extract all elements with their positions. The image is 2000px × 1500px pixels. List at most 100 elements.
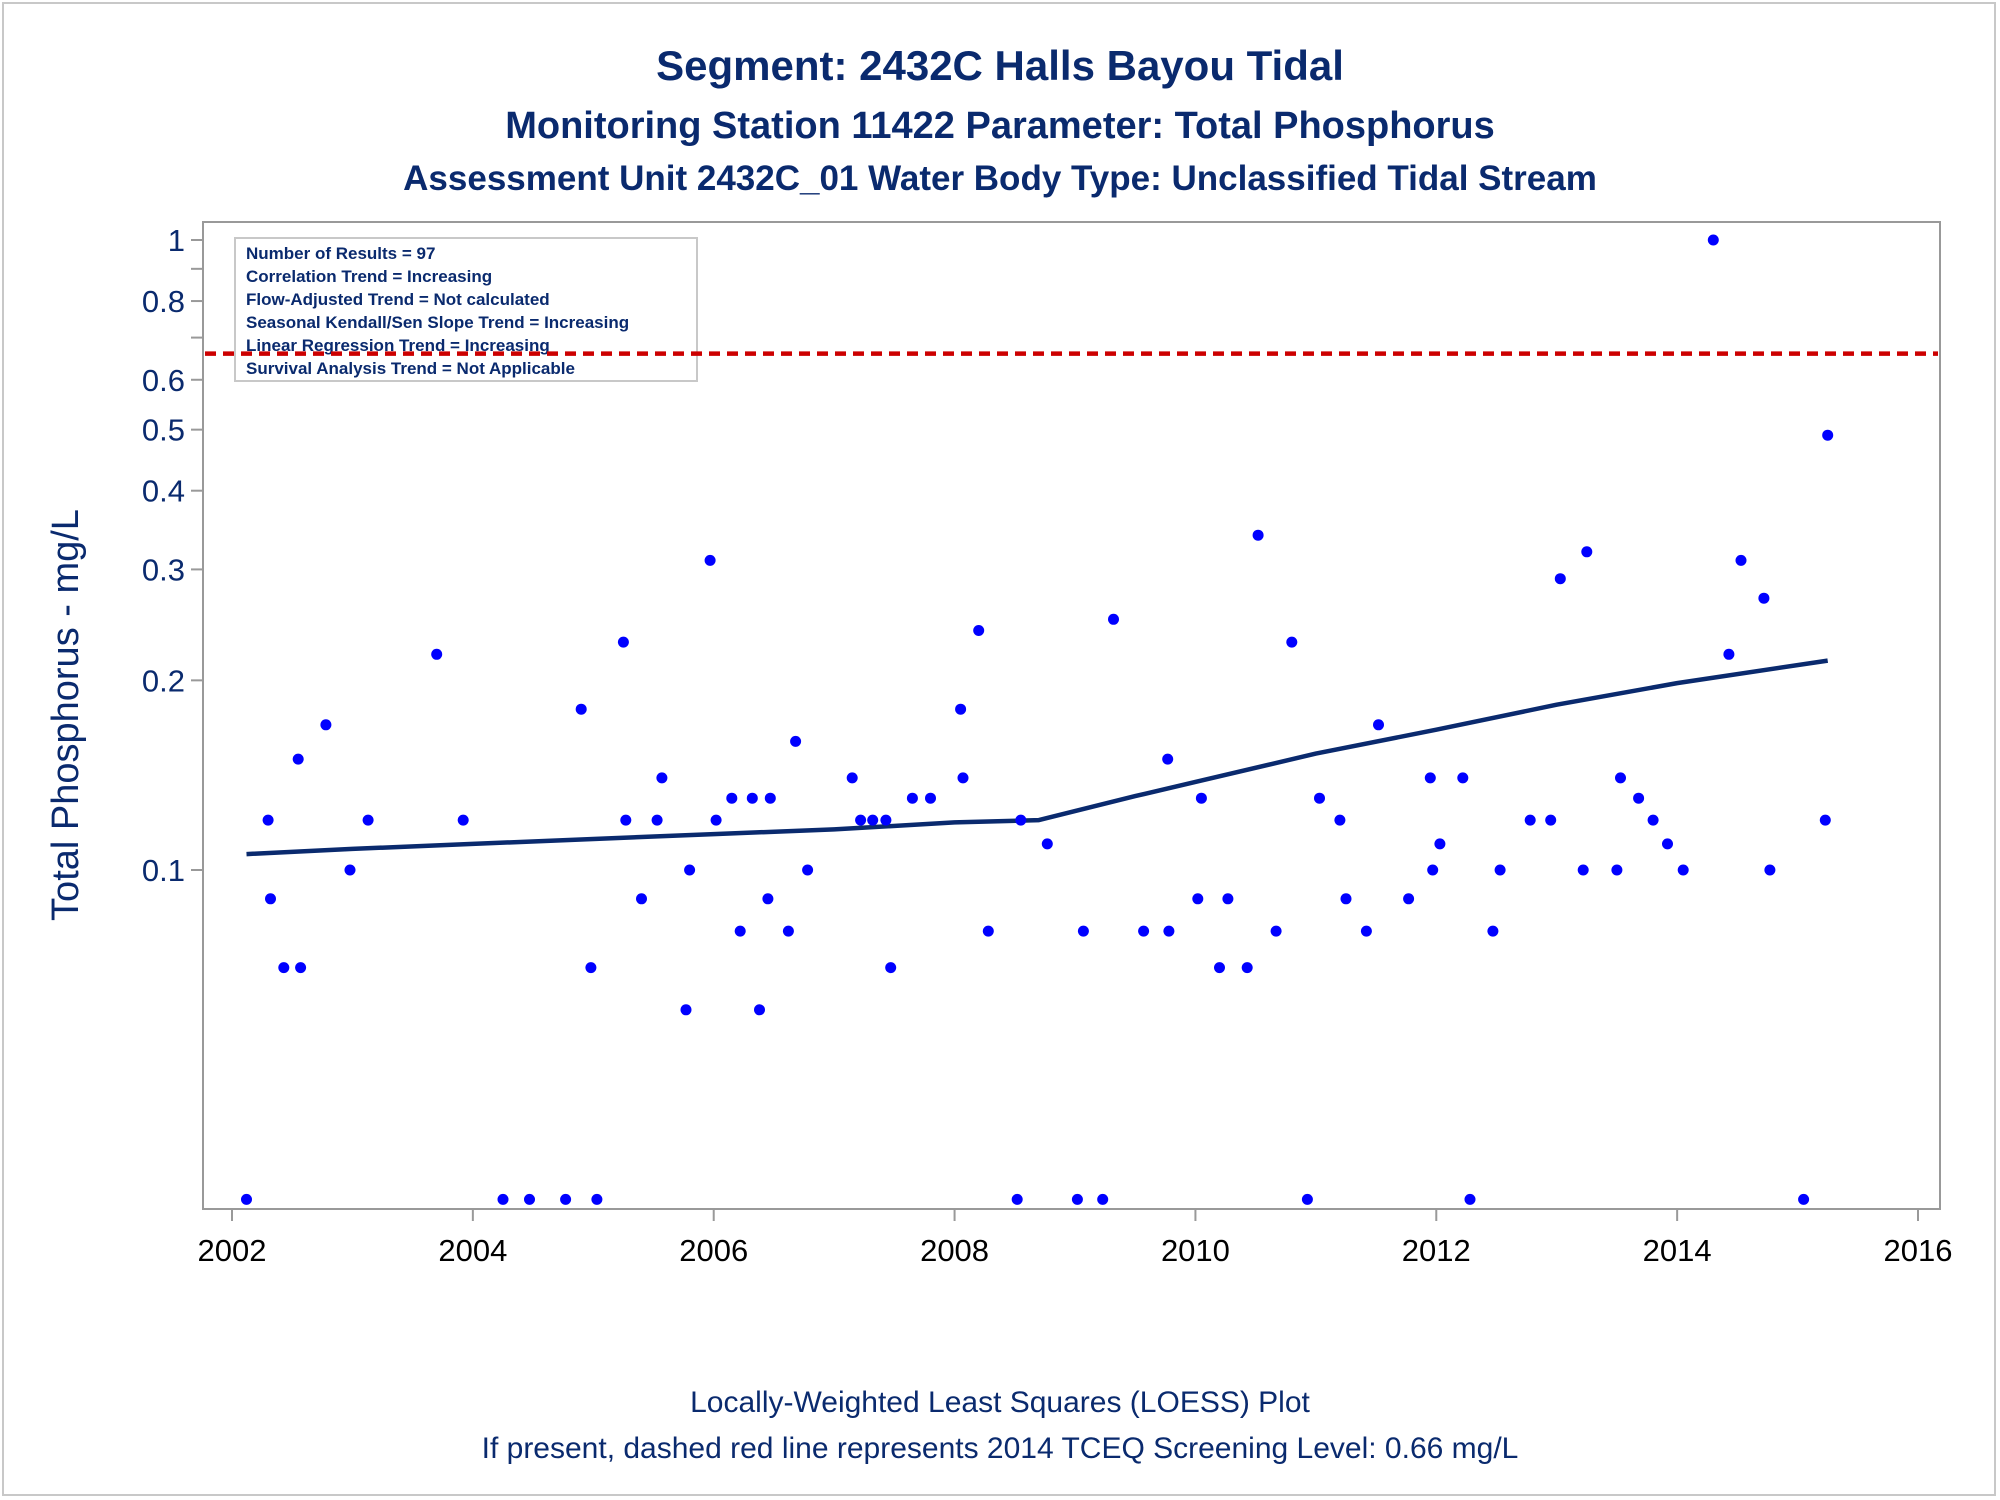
stats-flow-adjusted-trend: Flow-Adjusted Trend = Not calculated bbox=[246, 290, 550, 309]
y-tick-label: 0.4 bbox=[142, 474, 185, 509]
data-point bbox=[1764, 864, 1776, 876]
data-point bbox=[651, 814, 663, 826]
x-tick-label: 2014 bbox=[1643, 1233, 1712, 1268]
data-point bbox=[560, 1193, 572, 1205]
y-tick-label: 0.3 bbox=[142, 552, 185, 587]
data-point bbox=[591, 1193, 603, 1205]
data-point bbox=[746, 792, 758, 804]
data-point bbox=[1723, 648, 1735, 660]
data-point bbox=[1195, 792, 1207, 804]
data-point bbox=[1581, 546, 1593, 558]
data-point bbox=[278, 962, 290, 974]
data-point bbox=[802, 864, 814, 876]
data-point bbox=[1108, 613, 1119, 625]
data-point bbox=[973, 625, 985, 636]
data-point bbox=[710, 814, 722, 826]
data-point bbox=[1577, 864, 1589, 876]
loess-curve bbox=[246, 658, 1829, 857]
data-point bbox=[764, 792, 776, 804]
data-point bbox=[906, 792, 918, 804]
data-point bbox=[1677, 864, 1689, 876]
data-point bbox=[1011, 1193, 1023, 1205]
data-point bbox=[880, 814, 892, 826]
chart-title: Segment: 2432C Halls Bayou Tidal bbox=[656, 42, 1344, 89]
data-point bbox=[1314, 792, 1325, 804]
data-point bbox=[617, 636, 629, 648]
x-tick-label: 2002 bbox=[198, 1233, 267, 1268]
data-point bbox=[1427, 864, 1439, 876]
data-point bbox=[1373, 719, 1384, 731]
data-point bbox=[1633, 792, 1645, 804]
data-point bbox=[1735, 554, 1747, 566]
x-tick-label: 2010 bbox=[1161, 1233, 1230, 1268]
footnote-screening-level: If present, dashed red line represents 2… bbox=[482, 1432, 1519, 1465]
data-point bbox=[867, 814, 879, 826]
data-point bbox=[1286, 636, 1298, 648]
data-point bbox=[1077, 925, 1089, 937]
data-point bbox=[1647, 814, 1659, 826]
data-point bbox=[955, 703, 967, 715]
loess-curve-path bbox=[246, 658, 1829, 857]
data-point bbox=[754, 1004, 765, 1016]
data-point bbox=[1707, 234, 1719, 246]
x-tick-label: 2006 bbox=[679, 1233, 748, 1268]
x-tick-label: 2016 bbox=[1884, 1233, 1953, 1268]
y-tick-label: 0.5 bbox=[142, 413, 185, 448]
data-point bbox=[1015, 814, 1027, 826]
data-point bbox=[1545, 814, 1557, 826]
data-point bbox=[1822, 429, 1834, 441]
data-point bbox=[1554, 573, 1566, 585]
data-point bbox=[982, 925, 994, 937]
data-point bbox=[1162, 753, 1174, 765]
data-point bbox=[262, 814, 274, 826]
stats-linear-regression-trend: Linear Regression Trend = Increasing bbox=[246, 336, 550, 355]
stats-correlation-trend: Correlation Trend = Increasing bbox=[246, 267, 492, 286]
data-point bbox=[1252, 529, 1264, 541]
data-point bbox=[295, 962, 307, 974]
data-point bbox=[497, 1193, 509, 1205]
y-tick-label: 0.8 bbox=[142, 284, 185, 319]
data-point bbox=[1758, 592, 1770, 604]
data-point bbox=[1662, 838, 1673, 850]
data-point bbox=[620, 814, 632, 826]
data-point bbox=[762, 893, 774, 905]
chart-subtitle-2: Assessment Unit 2432C_01 Water Body Type… bbox=[403, 159, 1597, 198]
x-tick-label: 2004 bbox=[438, 1233, 507, 1268]
data-point bbox=[782, 925, 794, 937]
data-point bbox=[1360, 925, 1372, 937]
data-point bbox=[1214, 962, 1225, 974]
x-tick-label: 2012 bbox=[1402, 1233, 1471, 1268]
data-point bbox=[265, 893, 276, 905]
data-point bbox=[656, 772, 668, 784]
data-point bbox=[1457, 772, 1469, 784]
data-point bbox=[431, 648, 443, 660]
stats-box: Number of Results = 97 Correlation Trend… bbox=[234, 237, 698, 382]
data-point bbox=[1222, 893, 1234, 905]
data-point bbox=[1487, 925, 1499, 937]
data-point bbox=[320, 719, 332, 731]
data-point bbox=[790, 735, 802, 747]
stats-survival-analysis-trend: Survival Analysis Trend = Not Applicable bbox=[246, 359, 575, 378]
y-tick-label: 0.6 bbox=[142, 363, 185, 398]
data-point bbox=[1270, 925, 1282, 937]
data-point bbox=[344, 864, 356, 876]
stats-number-of-results: Number of Results = 97 bbox=[246, 244, 435, 263]
data-point bbox=[1798, 1193, 1810, 1205]
data-point bbox=[1097, 1193, 1109, 1205]
data-point bbox=[734, 925, 746, 937]
data-point bbox=[241, 1193, 252, 1205]
data-point bbox=[636, 893, 647, 905]
data-point bbox=[1334, 814, 1346, 826]
y-axis: 1 0.8 0.6 0.5 0.4 0.3 0.2 0.1 bbox=[142, 223, 203, 888]
data-point bbox=[585, 962, 597, 974]
data-point bbox=[846, 772, 858, 784]
data-point bbox=[1615, 772, 1626, 784]
data-point bbox=[1163, 925, 1175, 937]
data-point bbox=[292, 753, 304, 765]
data-point bbox=[726, 792, 738, 804]
data-point bbox=[1138, 925, 1150, 937]
x-tick-label: 2008 bbox=[920, 1233, 989, 1268]
data-point bbox=[1340, 893, 1352, 905]
data-point bbox=[524, 1193, 535, 1205]
